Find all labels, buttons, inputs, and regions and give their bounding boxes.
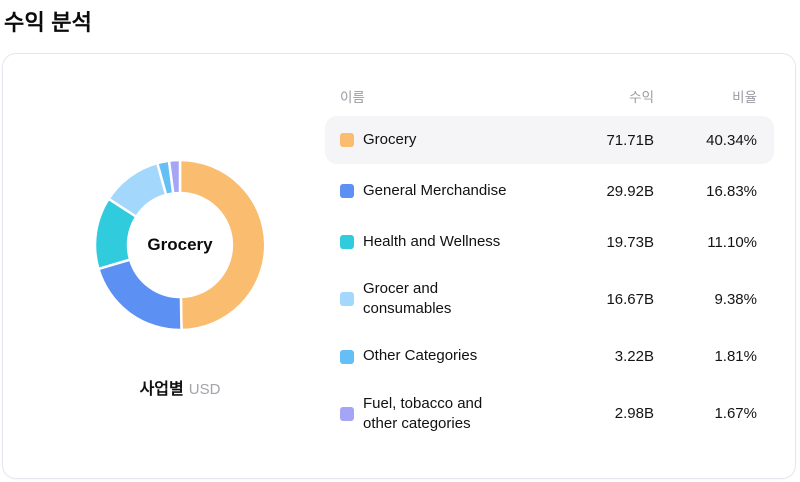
category-cell: General Merchandise <box>363 181 534 201</box>
category-name: Health and Wellness <box>363 232 501 250</box>
category-name: General Merchandise <box>363 181 507 199</box>
revenue-value: 3.22B <box>614 348 654 365</box>
caption-group-by: 사업별 <box>139 381 184 398</box>
header-ratio: 비율 <box>732 90 757 105</box>
header-name: 이름 <box>340 90 365 105</box>
table-row[interactable]: General Merchandise 29.92B 16.83% <box>325 167 774 215</box>
category-table: 이름 수익 비율 Grocery 71.71B 40.34% General Merc… <box>325 76 774 447</box>
table-row[interactable]: Fuel, tobacco and other categories 2.98B 1… <box>325 384 774 445</box>
table-row[interactable]: Other Categories 3.22B 1.81% <box>325 333 774 381</box>
page-title: 수익 분석 <box>4 10 93 35</box>
category-cell: Grocery <box>363 130 534 150</box>
donut-chart-svg <box>93 158 267 332</box>
revenue-value: 29.92B <box>606 182 654 200</box>
category-table-body: Grocery 71.71B 40.34% General Merchandise 29… <box>325 116 774 444</box>
category-cell: Fuel, tobacco and other categories <box>363 394 534 435</box>
donut-segment[interactable] <box>178 158 267 332</box>
category-name: Grocery <box>363 130 417 148</box>
table-row[interactable]: Grocery 71.71B 40.34% <box>325 116 774 164</box>
caption-unit: USD <box>188 381 221 398</box>
category-name: Grocer and consumables <box>363 280 452 318</box>
revenue-value: 19.73B <box>606 233 654 251</box>
table-row[interactable]: Health and Wellness 19.73B 11.10% <box>325 218 774 266</box>
category-name: Fuel, tobacco and other categories <box>363 394 483 432</box>
color-swatch <box>340 406 354 421</box>
category-cell: Other Categories <box>363 346 534 366</box>
revenue-value: 2.98B <box>614 405 654 423</box>
donut-chart: Grocery <box>90 155 270 335</box>
table-row[interactable]: Grocer and consumables 16.67B 9.38% <box>325 269 774 330</box>
category-cell: Health and Wellness <box>363 232 534 252</box>
category-name: Other Categories <box>363 347 478 365</box>
color-swatch <box>340 235 354 249</box>
color-swatch <box>340 349 354 364</box>
color-swatch <box>340 133 354 147</box>
donut-segment[interactable] <box>167 158 182 195</box>
ratio-value: 9.38% <box>714 290 757 308</box>
ratio-value: 16.83% <box>706 182 757 200</box>
revenue-value: 71.71B <box>606 131 654 149</box>
chart-caption: 사업별 USD <box>60 380 300 400</box>
ratio-value: 1.81% <box>714 348 757 365</box>
revenue-breakdown-card: Grocery 사업별 USD 이름 수익 비율 Grocery 71.71B 40.… <box>2 53 796 479</box>
color-swatch <box>340 292 354 307</box>
ratio-value: 1.67% <box>714 405 757 423</box>
ratio-value: 40.34% <box>706 131 757 149</box>
ratio-value: 11.10% <box>707 233 757 251</box>
header-revenue: 수익 <box>629 90 654 105</box>
color-swatch <box>340 184 354 198</box>
table-header-row: 이름 수익 비율 <box>325 76 774 116</box>
revenue-value: 16.67B <box>606 290 654 308</box>
category-cell: Grocer and consumables <box>363 279 534 320</box>
donut-segment[interactable] <box>97 258 183 332</box>
